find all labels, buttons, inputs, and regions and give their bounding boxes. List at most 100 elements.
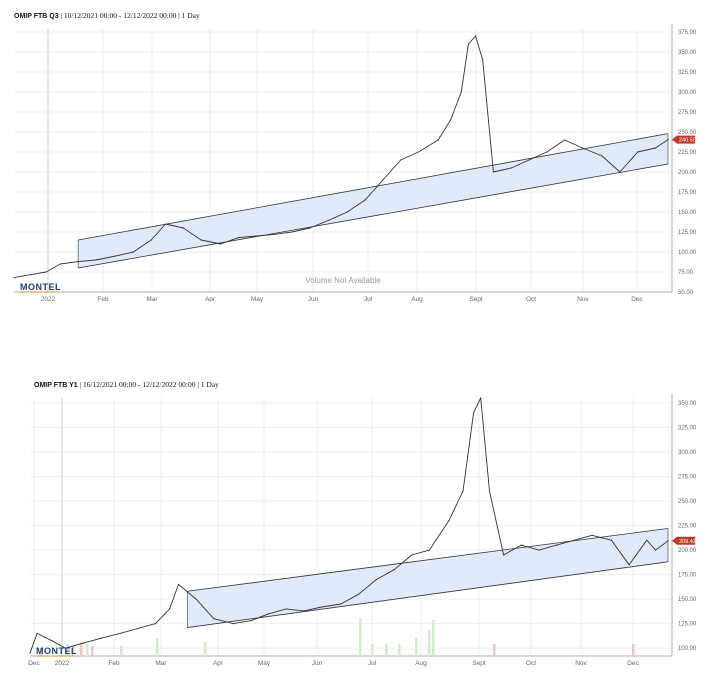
y-tick-label: 350.00: [678, 401, 697, 407]
x-tick-label: Jun: [312, 660, 323, 667]
data-point: [82, 642, 84, 644]
y-tick-label: 150.00: [678, 597, 697, 603]
y-tick-label: 200.00: [678, 548, 697, 554]
x-tick-label: Apr: [213, 660, 224, 667]
x-tick-label: May: [258, 660, 271, 667]
volume-bar: [86, 644, 89, 656]
data-point: [77, 261, 79, 263]
data-point: [628, 564, 630, 566]
data-point: [169, 608, 171, 610]
data-point: [114, 255, 117, 257]
last-value-badge: 209.42: [672, 536, 696, 545]
channel-upper-line: [78, 133, 669, 241]
data-point: [400, 159, 402, 161]
data-point: [358, 593, 360, 595]
volume-bar: [493, 644, 496, 656]
data-point: [393, 569, 395, 571]
x-tick-label: Jul: [368, 660, 377, 667]
x-tick-label: Dec: [627, 660, 639, 667]
data-point: [31, 273, 33, 275]
line-chart-y1[interactable]: 350.00 325.00 300.00 275.00 250.00 225.00 200.…: [0, 370, 706, 678]
volume-bar: [359, 618, 362, 656]
last-value-marker: [672, 536, 695, 545]
volume-bar: [398, 644, 401, 656]
data-point: [200, 239, 202, 241]
x-tick-label: Dec: [28, 660, 40, 667]
data-point: [100, 637, 102, 639]
data-point: [654, 147, 657, 149]
y-tick-label: 225.00: [678, 150, 697, 156]
data-point: [564, 139, 566, 141]
data-point: [591, 534, 593, 536]
data-point: [309, 227, 311, 229]
y-tick-label: 175.00: [678, 573, 697, 579]
y-tick-label: 350.00: [678, 50, 697, 56]
y-tick-label: 125.00: [678, 622, 697, 628]
data-point: [137, 627, 139, 630]
data-point: [488, 490, 491, 492]
trend-channel: [187, 528, 668, 628]
y-tick-label: 300.00: [678, 450, 697, 456]
data-point: [59, 263, 61, 265]
volume-bar: [428, 630, 431, 656]
chart-title: OMIP FTB Y1 | 16/12/2021 00:00 - 12/12/2…: [34, 380, 219, 389]
y-tick-label: 125.00: [678, 230, 697, 236]
data-point: [520, 544, 522, 546]
y-tick-label: 300.00: [678, 90, 697, 96]
data-point: [538, 549, 540, 551]
data-point: [448, 520, 450, 522]
data-point: [382, 179, 384, 181]
y-tick-label: 100.00: [678, 250, 697, 256]
volume-bar: [72, 646, 75, 656]
x-tick-label: Jul: [364, 296, 373, 303]
volume-bar: [40, 648, 43, 656]
last-value-label: 240.50: [679, 138, 696, 144]
data-point: [460, 91, 462, 93]
line-chart-q3[interactable]: 375.00 350.00 325.00 300.00 275.00 250.00 225.…: [0, 0, 706, 310]
data-point: [449, 119, 452, 121]
x-tick-label: 2022: [55, 660, 70, 667]
x-tick-label: Apr: [205, 296, 216, 303]
volume-bar: [385, 644, 388, 656]
data-point: [375, 578, 377, 581]
montel-logo: MONTEL: [36, 646, 77, 656]
data-point: [610, 539, 613, 541]
data-point: [528, 159, 530, 161]
channel-lower-line: [187, 561, 669, 628]
data-point: [474, 35, 477, 37]
data-point: [467, 43, 470, 45]
volume-bar: [91, 646, 94, 656]
data-point: [480, 397, 482, 399]
x-tick-label: Mar: [146, 296, 158, 303]
data-point: [132, 251, 134, 253]
x-tick-label: Feb: [97, 296, 109, 303]
data-point: [164, 223, 167, 225]
x-tick-label: Sept: [472, 660, 486, 667]
volume-bar: [371, 644, 374, 656]
volume-bar: [204, 642, 207, 656]
data-point: [321, 606, 323, 608]
data-point: [154, 623, 157, 625]
data-point: [255, 235, 257, 237]
channel-upper-line: [187, 528, 669, 592]
volume-watermark: Volume Not Available: [305, 276, 381, 285]
volume-bar: [156, 638, 159, 656]
data-point: [45, 271, 47, 273]
x-tick-label: Oct: [526, 660, 536, 667]
data-point: [182, 227, 184, 229]
data-point: [503, 554, 505, 556]
data-point: [36, 632, 38, 635]
data-point: [13, 277, 15, 279]
y-tick-label: 225.00: [678, 524, 697, 530]
volume-bar: [415, 638, 418, 656]
x-tick-label: Dec: [631, 296, 643, 303]
data-point: [250, 620, 252, 622]
y-tick-label: 250.00: [678, 130, 697, 136]
x-tick-label: Aug: [411, 296, 423, 303]
data-point: [619, 171, 621, 173]
chart-panel-y1: OMIP FTB Y1 | 16/12/2021 00:00 - 12/12/2…: [0, 370, 706, 678]
y-tick-label: 175.00: [678, 190, 697, 196]
x-tick-label: Feb: [108, 660, 120, 667]
volume-bar: [120, 646, 123, 656]
data-point: [150, 239, 152, 241]
